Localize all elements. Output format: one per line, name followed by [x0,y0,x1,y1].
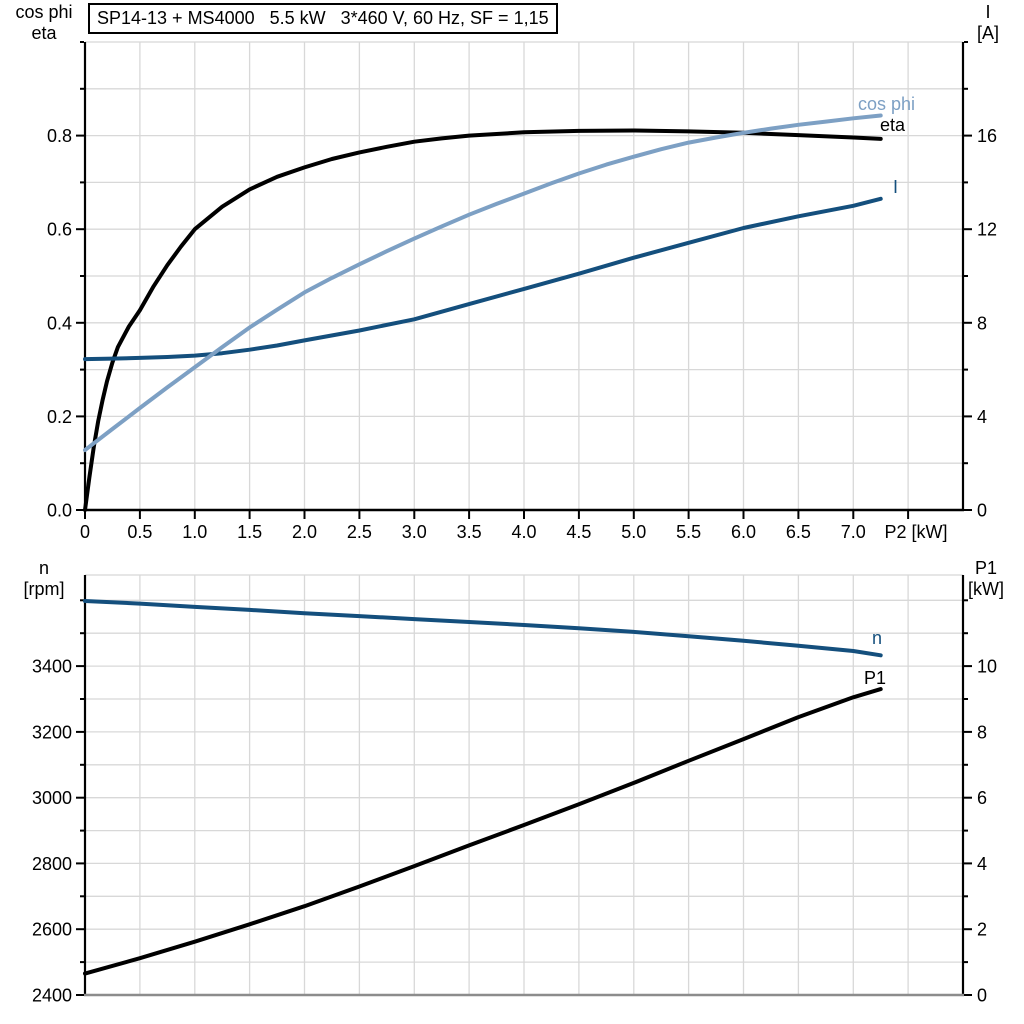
cos-phi-curve-label: cos phi [858,94,915,114]
p1-curve-label: P1 [864,668,886,688]
left-axis-tick-label: 0.0 [47,501,72,521]
x-axis-tick-label: 3.0 [402,522,427,542]
right-axis-tick-label: 4 [977,407,987,427]
top-left-axis-header: cos phi eta [4,2,84,44]
bottom-chart: 2400 2600 2800 3000 3200 3400 0 2 4 6 8 10 P1 n [32,574,997,1006]
x-axis-tick-label: 7.0 [841,522,866,542]
top-left-axis-header-line1: cos phi [15,2,73,22]
bottom-left-axis-header-line2: [rpm] [23,579,65,599]
left-axis-tick-label: 2600 [32,920,72,940]
x-axis-title: P2 [kW] [884,522,947,542]
cos-phi-curve [83,113,883,453]
top-chart: 0.0 0.2 0.4 0.6 0.8 0 4 8 12 16 0 0.5 1.0 1.5 2.0 2.5 3.… [47,41,997,542]
right-axis-tick-label: 16 [977,126,997,146]
p1-curve [83,687,883,976]
x-axis-tick-label: 6.0 [731,522,756,542]
right-axis-tick-label: 4 [977,854,987,874]
x-axis-tick-label: 2.5 [347,522,372,542]
bottom-left-axis-header-line1: n [38,558,49,578]
right-axis-tick-label: 2 [977,920,987,940]
x-axis-tick-label: 6.5 [786,522,811,542]
left-axis-tick-label: 0.6 [47,220,72,240]
right-axis-tick-label: 6 [977,788,987,808]
left-axis-tick-label: 0.4 [47,313,72,333]
bottom-right-axis-header-line2: [kW] [968,579,1004,599]
left-axis-tick-label: 2400 [32,986,72,1006]
right-axis-tick-label: 0 [977,986,987,1006]
bottom-right-axis-header-line1: P1 [974,558,998,578]
left-axis-tick-label: 3400 [32,657,72,677]
top-right-axis-header-line2: [A] [976,23,999,43]
bottom-right-axis-header: P1 [kW] [954,558,1018,600]
x-axis-tick-label: 0 [80,522,90,542]
right-axis-tick-label: 8 [977,313,987,333]
left-axis-tick-label: 3000 [32,788,72,808]
right-axis-tick-label: 8 [977,722,987,742]
left-axis-tick-label: 3200 [32,722,72,742]
top-right-axis-header: I [A] [958,2,1018,44]
top-left-axis-header-line2: eta [31,23,57,43]
right-axis-tick-label: 12 [977,220,997,240]
bottom-left-axis-header: n [rpm] [4,558,84,600]
n-curve [83,599,883,658]
left-axis-tick-label: 2800 [32,854,72,874]
x-axis-tick-label: 4.0 [511,522,536,542]
right-axis-tick-label: 0 [977,501,987,521]
left-axis-tick-label: 0.8 [47,126,72,146]
x-axis-tick-label: 0.5 [127,522,152,542]
eta-curve-label: eta [880,115,906,135]
x-axis-tick-label: 3.5 [457,522,482,542]
eta-curve [83,128,883,512]
n-curve-label: n [872,628,882,648]
top-right-axis-header-line1: I [985,2,991,22]
right-axis-tick-label: 10 [977,657,997,677]
x-axis-tick-label: 1.5 [237,522,262,542]
x-axis-tick-label: 5.0 [621,522,646,542]
x-axis-tick-label: 2.0 [292,522,317,542]
i-curve [83,196,883,362]
x-axis-tick-label: 1.0 [182,522,207,542]
chart-title: SP14-13 + MS4000 5.5 kW 3*460 V, 60 Hz, … [88,3,558,34]
i-curve-label: I [893,177,898,197]
x-axis-tick-label: 4.5 [566,522,591,542]
x-axis-tick-label: 5.5 [676,522,701,542]
left-axis-tick-label: 0.2 [47,407,72,427]
